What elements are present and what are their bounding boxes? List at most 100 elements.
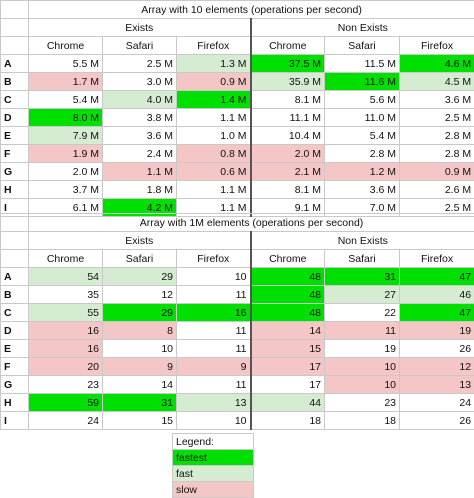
- group-non-exists[interactable]: Non Exists: [251, 232, 474, 250]
- value-cell[interactable]: 2.0 M: [29, 163, 103, 181]
- value-cell[interactable]: 47: [400, 268, 474, 286]
- value-cell[interactable]: 8.0 M: [29, 109, 103, 127]
- value-cell[interactable]: 1.1 M: [103, 163, 177, 181]
- row-label[interactable]: B: [1, 286, 29, 304]
- value-cell[interactable]: 11.6 M: [325, 73, 400, 91]
- value-cell[interactable]: 10.4 M: [251, 127, 325, 145]
- corner-cell[interactable]: [1, 250, 29, 268]
- value-cell[interactable]: 35.9 M: [251, 73, 325, 91]
- value-cell[interactable]: 0.8 M: [177, 145, 251, 163]
- value-cell[interactable]: 12: [400, 358, 474, 376]
- column-header[interactable]: Chrome: [29, 37, 103, 55]
- value-cell[interactable]: 20: [29, 358, 103, 376]
- value-cell[interactable]: 2.0 M: [251, 145, 325, 163]
- value-cell[interactable]: 11: [325, 322, 400, 340]
- value-cell[interactable]: 3.6 M: [103, 127, 177, 145]
- value-cell[interactable]: 14: [103, 376, 177, 394]
- value-cell[interactable]: 2.1 M: [251, 163, 325, 181]
- value-cell[interactable]: 3.6 M: [400, 91, 474, 109]
- row-label[interactable]: F: [1, 358, 29, 376]
- value-cell[interactable]: 1.0 M: [177, 127, 251, 145]
- legend-slow[interactable]: slow: [173, 482, 254, 498]
- value-cell[interactable]: 11: [177, 340, 251, 358]
- value-cell[interactable]: 16: [177, 304, 251, 322]
- value-cell[interactable]: 16: [29, 340, 103, 358]
- column-header[interactable]: Safari: [325, 250, 400, 268]
- value-cell[interactable]: 59: [29, 394, 103, 412]
- value-cell[interactable]: 1.2 M: [325, 163, 400, 181]
- value-cell[interactable]: 17: [251, 358, 325, 376]
- value-cell[interactable]: 2.5 M: [103, 55, 177, 73]
- row-label[interactable]: C: [1, 91, 29, 109]
- value-cell[interactable]: 2.6 M: [400, 181, 474, 199]
- value-cell[interactable]: 3.7 M: [29, 181, 103, 199]
- column-header[interactable]: Safari: [103, 250, 177, 268]
- corner-cell[interactable]: [1, 214, 29, 232]
- value-cell[interactable]: 3.0 M: [103, 73, 177, 91]
- row-label[interactable]: D: [1, 322, 29, 340]
- row-label[interactable]: E: [1, 340, 29, 358]
- value-cell[interactable]: 47: [400, 304, 474, 322]
- column-header[interactable]: Safari: [103, 37, 177, 55]
- table-title[interactable]: Array with 1M elements (operations per s…: [29, 214, 474, 232]
- column-header[interactable]: Safari: [325, 37, 400, 55]
- value-cell[interactable]: 10: [325, 376, 400, 394]
- row-label[interactable]: I: [1, 412, 29, 430]
- value-cell[interactable]: 48: [251, 286, 325, 304]
- value-cell[interactable]: 4.6 M: [400, 55, 474, 73]
- value-cell[interactable]: 1.1 M: [177, 109, 251, 127]
- value-cell[interactable]: 48: [251, 268, 325, 286]
- value-cell[interactable]: 19: [400, 322, 474, 340]
- value-cell[interactable]: 11.5 M: [325, 55, 400, 73]
- column-header[interactable]: Chrome: [251, 250, 325, 268]
- legend-title[interactable]: Legend:: [173, 434, 254, 450]
- corner-cell[interactable]: [1, 19, 29, 37]
- value-cell[interactable]: 16: [29, 322, 103, 340]
- value-cell[interactable]: 22: [325, 304, 400, 322]
- value-cell[interactable]: 18: [251, 412, 325, 430]
- row-label[interactable]: F: [1, 145, 29, 163]
- value-cell[interactable]: 1.4 M: [177, 91, 251, 109]
- group-exists[interactable]: Exists: [29, 19, 251, 37]
- column-header[interactable]: Firefox: [400, 37, 474, 55]
- value-cell[interactable]: 7.9 M: [29, 127, 103, 145]
- group-exists[interactable]: Exists: [29, 232, 251, 250]
- value-cell[interactable]: 14: [251, 322, 325, 340]
- value-cell[interactable]: 27: [325, 286, 400, 304]
- value-cell[interactable]: 12: [103, 286, 177, 304]
- row-label[interactable]: D: [1, 109, 29, 127]
- value-cell[interactable]: 2.4 M: [103, 145, 177, 163]
- row-label[interactable]: C: [1, 304, 29, 322]
- value-cell[interactable]: 15: [251, 340, 325, 358]
- value-cell[interactable]: 31: [325, 268, 400, 286]
- value-cell[interactable]: 3.8 M: [103, 109, 177, 127]
- value-cell[interactable]: 9: [103, 358, 177, 376]
- row-label[interactable]: H: [1, 394, 29, 412]
- value-cell[interactable]: 11: [177, 376, 251, 394]
- value-cell[interactable]: 23: [29, 376, 103, 394]
- corner-cell[interactable]: [1, 37, 29, 55]
- group-non-exists[interactable]: Non Exists: [251, 19, 474, 37]
- row-label[interactable]: E: [1, 127, 29, 145]
- value-cell[interactable]: 1.7 M: [29, 73, 103, 91]
- value-cell[interactable]: 5.5 M: [29, 55, 103, 73]
- value-cell[interactable]: 11: [177, 286, 251, 304]
- legend-fastest[interactable]: fastest: [173, 450, 254, 466]
- legend-fast[interactable]: fast: [173, 466, 254, 482]
- value-cell[interactable]: 26: [400, 340, 474, 358]
- row-label[interactable]: H: [1, 181, 29, 199]
- value-cell[interactable]: 5.4 M: [29, 91, 103, 109]
- value-cell[interactable]: 1.9 M: [29, 145, 103, 163]
- value-cell[interactable]: 13: [400, 376, 474, 394]
- value-cell[interactable]: 8: [103, 322, 177, 340]
- row-label[interactable]: A: [1, 55, 29, 73]
- value-cell[interactable]: 17: [251, 376, 325, 394]
- value-cell[interactable]: 55: [29, 304, 103, 322]
- value-cell[interactable]: 3.6 M: [325, 181, 400, 199]
- value-cell[interactable]: 10: [103, 340, 177, 358]
- value-cell[interactable]: 24: [29, 412, 103, 430]
- value-cell[interactable]: 5.6 M: [325, 91, 400, 109]
- value-cell[interactable]: 2.5 M: [400, 109, 474, 127]
- value-cell[interactable]: 8.1 M: [251, 181, 325, 199]
- value-cell[interactable]: 31: [103, 394, 177, 412]
